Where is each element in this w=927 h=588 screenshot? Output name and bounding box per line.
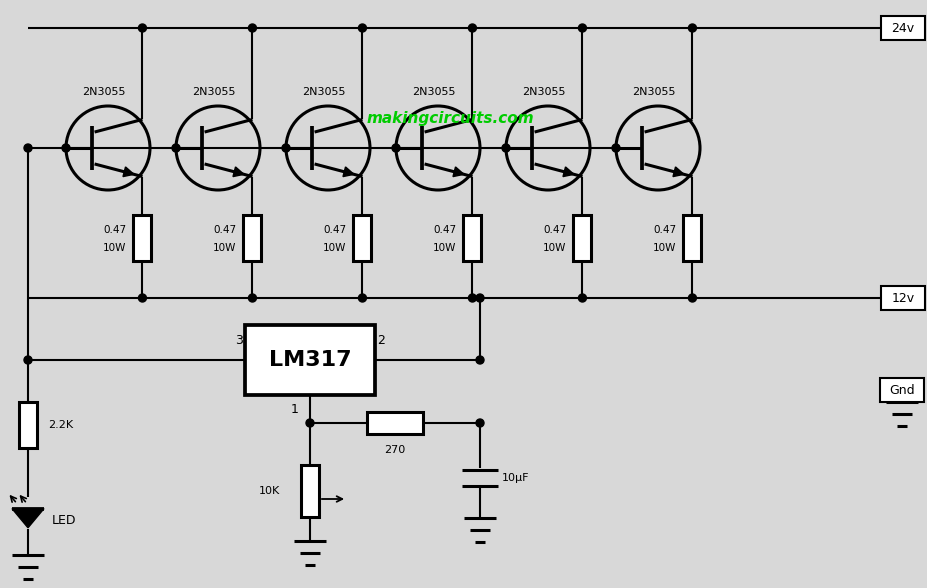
FancyBboxPatch shape <box>301 465 319 517</box>
Circle shape <box>476 294 484 302</box>
Polygon shape <box>563 167 574 176</box>
FancyBboxPatch shape <box>245 325 375 395</box>
Text: 24v: 24v <box>892 22 915 35</box>
Text: 2: 2 <box>377 333 385 346</box>
Text: 10K: 10K <box>259 486 280 496</box>
Text: LED: LED <box>52 513 77 526</box>
Text: 1: 1 <box>291 403 298 416</box>
Text: 2N3055: 2N3055 <box>83 87 126 97</box>
FancyBboxPatch shape <box>244 215 261 261</box>
FancyBboxPatch shape <box>464 215 481 261</box>
Polygon shape <box>673 167 684 176</box>
FancyBboxPatch shape <box>881 16 925 40</box>
Text: 2N3055: 2N3055 <box>632 87 676 97</box>
Text: 3: 3 <box>235 333 243 346</box>
Circle shape <box>248 294 257 302</box>
FancyBboxPatch shape <box>367 412 423 434</box>
Circle shape <box>468 294 476 302</box>
Text: 10W: 10W <box>213 243 236 253</box>
Circle shape <box>468 24 476 32</box>
FancyBboxPatch shape <box>353 215 372 261</box>
Text: Gnd: Gnd <box>889 383 915 396</box>
Circle shape <box>306 419 314 427</box>
Circle shape <box>502 144 510 152</box>
Circle shape <box>392 144 400 152</box>
Text: 270: 270 <box>385 445 406 455</box>
Text: 10W: 10W <box>103 243 126 253</box>
FancyBboxPatch shape <box>574 215 591 261</box>
Circle shape <box>578 294 587 302</box>
Polygon shape <box>233 167 244 176</box>
Text: 2.2K: 2.2K <box>48 420 73 430</box>
Text: 0.47: 0.47 <box>213 225 236 235</box>
Circle shape <box>172 144 180 152</box>
Text: 10W: 10W <box>653 243 676 253</box>
Text: 0.47: 0.47 <box>433 225 456 235</box>
Text: LM317: LM317 <box>269 350 351 370</box>
Text: 10μF: 10μF <box>502 473 529 483</box>
Text: 2N3055: 2N3055 <box>302 87 346 97</box>
Circle shape <box>359 24 366 32</box>
Circle shape <box>138 294 146 302</box>
FancyBboxPatch shape <box>881 286 925 310</box>
Text: makingcircuits.com: makingcircuits.com <box>366 111 534 125</box>
Circle shape <box>476 419 484 427</box>
Circle shape <box>248 24 257 32</box>
Circle shape <box>359 294 366 302</box>
Circle shape <box>24 144 32 152</box>
Circle shape <box>476 356 484 364</box>
Circle shape <box>578 24 587 32</box>
Text: 0.47: 0.47 <box>323 225 346 235</box>
Polygon shape <box>123 167 133 176</box>
Polygon shape <box>343 167 354 176</box>
Text: 0.47: 0.47 <box>103 225 126 235</box>
Polygon shape <box>453 167 464 176</box>
FancyBboxPatch shape <box>133 215 151 261</box>
FancyBboxPatch shape <box>683 215 702 261</box>
Text: 10W: 10W <box>542 243 566 253</box>
Text: 10W: 10W <box>433 243 456 253</box>
Circle shape <box>138 24 146 32</box>
Text: 2N3055: 2N3055 <box>413 87 456 97</box>
Circle shape <box>612 144 620 152</box>
Text: 0.47: 0.47 <box>653 225 676 235</box>
FancyBboxPatch shape <box>19 402 37 448</box>
Circle shape <box>282 144 290 152</box>
Circle shape <box>689 294 696 302</box>
Text: 2N3055: 2N3055 <box>522 87 565 97</box>
Text: 12v: 12v <box>892 292 915 305</box>
Circle shape <box>24 356 32 364</box>
Circle shape <box>689 24 696 32</box>
Text: 0.47: 0.47 <box>543 225 566 235</box>
Circle shape <box>62 144 70 152</box>
Text: 10W: 10W <box>323 243 346 253</box>
Polygon shape <box>12 509 44 528</box>
Text: 2N3055: 2N3055 <box>192 87 235 97</box>
FancyBboxPatch shape <box>880 378 924 402</box>
